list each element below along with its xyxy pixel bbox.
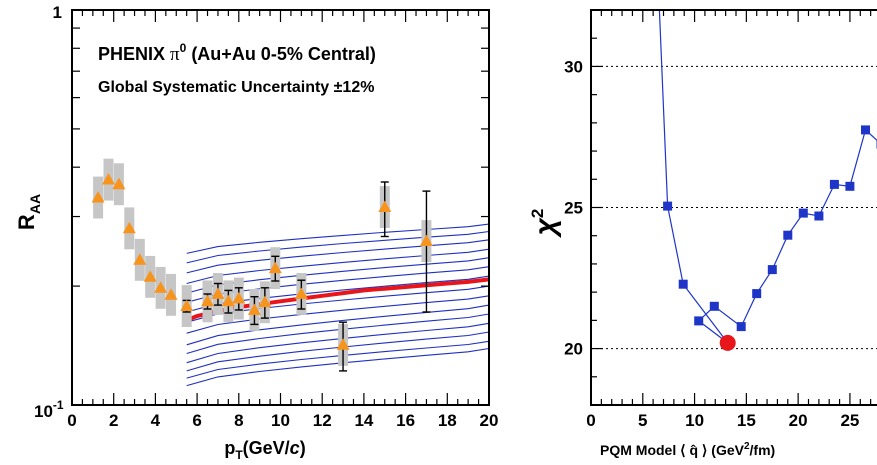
- data-point-triangle: [336, 338, 350, 350]
- model-curve: [186, 223, 490, 254]
- chi2-point: [798, 208, 808, 218]
- data-point-triangle: [122, 221, 136, 234]
- x-tick-label: 18: [438, 411, 457, 430]
- chi2-point: [709, 301, 719, 311]
- x-tick-label: 20: [480, 411, 499, 430]
- y-axis-label: χ2: [528, 209, 562, 239]
- data-points: [91, 173, 433, 350]
- x-tick-label: 8: [234, 411, 243, 430]
- chi2-panel: 0 5 10 15 20 25 20 25 30 χ2 PQM Model ⟨ q̂ ⟩ (G…: [528, 9, 877, 458]
- data-point-triangle: [258, 295, 272, 308]
- data-point-triangle: [268, 261, 282, 274]
- y-tick-label-0.1: 10-1: [34, 398, 64, 421]
- model-curve: [186, 347, 490, 387]
- x-tick-label: 20: [789, 411, 808, 430]
- chi2-point: [663, 201, 673, 211]
- chi2-point: [814, 211, 824, 221]
- chi2-point: [736, 322, 746, 332]
- raa-panel: 0 2 4 6 8 10 12 14 16 18 20 1 10-1 PHENIX π0 (Au+A…: [14, 3, 498, 462]
- chart-title: PHENIX π0 (Au+Au 0-5% Central): [98, 41, 376, 65]
- data-point-triangle: [133, 253, 147, 265]
- data-point-triangle: [201, 294, 214, 307]
- chi2-minimum-marker: [719, 334, 736, 351]
- chi2-point: [783, 230, 793, 240]
- chi2-point: [845, 181, 855, 191]
- chi2-point: [767, 265, 777, 275]
- model-curve: [186, 239, 490, 274]
- x-axis-label: pT(GeV/c): [224, 438, 305, 462]
- y-tick-label: 30: [564, 57, 583, 76]
- data-point-triangle: [232, 292, 246, 304]
- data-point-triangle: [221, 294, 235, 307]
- model-curve: [186, 230, 490, 264]
- x-tick-label: 2: [109, 411, 118, 430]
- x-tick-label: 0: [586, 411, 595, 430]
- y-tick-label: 20: [564, 340, 583, 359]
- chart-subtitle: Global Systematic Uncertainty ±12%: [98, 79, 374, 96]
- y-axis-label: RAA: [14, 194, 43, 230]
- x-tick-label: 4: [151, 411, 161, 430]
- x-axis-label: PQM Model ⟨ q̂ ⟩ (GeV2/fm): [600, 441, 775, 458]
- chi2-curve: [658, 9, 877, 344]
- chi2-point: [678, 279, 688, 289]
- x-tick-label: 6: [192, 411, 201, 430]
- data-point-triangle: [112, 177, 126, 190]
- chi2-point: [752, 289, 762, 299]
- model-curve: [186, 248, 490, 285]
- y-tick-label-1: 1: [53, 3, 62, 22]
- data-point-triangle: [102, 173, 115, 185]
- data-point-triangle: [378, 200, 392, 212]
- x-tick-label: 5: [638, 411, 647, 430]
- axis-ticks: [71, 10, 490, 405]
- model-curve: [186, 304, 490, 346]
- x-tick-label: 12: [313, 411, 332, 430]
- x-tick-label: 10: [685, 411, 704, 430]
- x-tick-labels: 0 5 10 15 20 25: [586, 411, 859, 430]
- data-point-triangle: [91, 191, 105, 203]
- axis-ticks: [590, 9, 872, 406]
- chi2-point: [861, 125, 870, 135]
- model-curve: [186, 295, 490, 334]
- data-point-triangle: [211, 287, 225, 299]
- chi2-point: [829, 179, 839, 189]
- chi2-point: [694, 316, 704, 326]
- chi2-points: [663, 125, 877, 332]
- x-tick-labels: 0 2 4 6 8 10 12 14 16 18 20: [67, 411, 498, 430]
- data-point-triangle: [143, 270, 157, 282]
- data-point-triangle: [247, 303, 261, 315]
- y-tick-labels: 20 25 30: [564, 57, 583, 358]
- x-tick-label: 15: [737, 411, 756, 430]
- x-tick-label: 10: [271, 411, 290, 430]
- y-tick-label: 25: [564, 199, 583, 218]
- horizontal-gridlines: [591, 65, 877, 350]
- x-tick-label: 16: [396, 411, 415, 430]
- x-tick-label: 14: [354, 411, 373, 430]
- x-tick-label: 25: [840, 411, 859, 430]
- data-point-triangle: [180, 299, 194, 311]
- x-tick-label: 0: [67, 411, 76, 430]
- data-point-triangle: [294, 287, 308, 299]
- data-point-triangle: [419, 234, 433, 246]
- data-point-triangle: [154, 281, 168, 293]
- data-point-triangle: [164, 288, 178, 300]
